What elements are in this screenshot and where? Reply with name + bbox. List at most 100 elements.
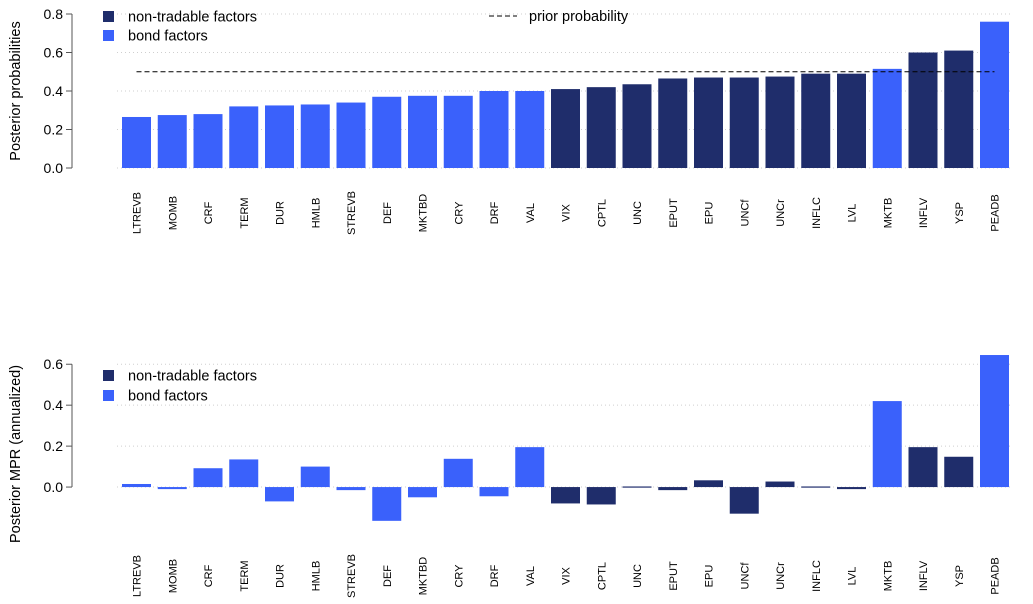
category-label: DEF <box>382 565 394 587</box>
bar-lvl <box>837 487 866 490</box>
y-tick-label: 0.8 <box>44 6 64 22</box>
bar-momb <box>157 487 187 490</box>
bar-cry <box>443 458 473 488</box>
bar-peadb <box>980 21 1009 169</box>
bar-vix <box>551 89 580 168</box>
category-label: EPUT <box>668 561 680 591</box>
category-label: STREVB <box>346 191 358 235</box>
category-label: LVL <box>847 567 859 586</box>
category-label: PEADB <box>990 557 1002 594</box>
legend-swatch-non_tradable <box>103 11 114 22</box>
bar-hmlb <box>300 466 330 488</box>
y-tick-label: 0.0 <box>44 479 64 495</box>
bar-drf <box>479 91 509 168</box>
bar-cry <box>443 95 473 168</box>
y-tick-label: 0.6 <box>44 45 64 61</box>
category-label: CPTL <box>596 562 608 590</box>
category-label: CRF <box>203 564 215 587</box>
category-label: EPU <box>704 202 716 225</box>
category-label: VAL <box>525 203 537 223</box>
category-label: LTREVB <box>132 555 144 597</box>
category-label: UNCr <box>775 562 787 590</box>
bar-hmlb <box>300 104 330 168</box>
category-label: HMLB <box>310 198 322 229</box>
category-label: CPTL <box>596 199 608 227</box>
category-label: CRF <box>203 201 215 224</box>
bar-crf <box>193 114 223 168</box>
bar-epu <box>694 77 723 168</box>
bar-ltrevb <box>122 116 151 168</box>
bar-uncr <box>765 481 795 488</box>
category-label: YSP <box>954 202 966 224</box>
category-label: MOMB <box>167 196 179 230</box>
bar-ltrevb <box>122 483 151 488</box>
bar-def <box>372 96 402 168</box>
bar-def <box>372 487 402 521</box>
bar-unc <box>622 84 652 168</box>
category-label: INFLC <box>811 560 823 592</box>
category-label: TERM <box>239 197 251 228</box>
bar-vix <box>551 487 580 504</box>
category-label: MKTB <box>882 198 894 229</box>
category-label: TERM <box>239 560 251 591</box>
bar-crf <box>193 468 223 488</box>
bar-eput <box>658 487 688 491</box>
category-label: INFLC <box>811 197 823 229</box>
category-label: CRY <box>453 201 465 225</box>
y-axis-title: Posterior MPR (annualized) <box>8 365 24 543</box>
bar-momb <box>157 115 187 168</box>
bar-strevb <box>336 487 366 491</box>
category-label: CRY <box>453 564 465 588</box>
bar-inflc <box>801 73 831 168</box>
category-label: MKTBD <box>418 194 430 233</box>
category-label: UNC <box>632 564 644 588</box>
bar-peadb <box>980 355 1009 488</box>
category-label: UNCf <box>739 562 751 590</box>
category-label: UNCf <box>739 199 751 227</box>
probabilities-panel: 0.0 0.2 0.4 0.6 0.8 Posterior probabilities LT… <box>8 6 1013 235</box>
category-label: DUR <box>275 564 287 588</box>
bar-cptl <box>586 487 616 505</box>
category-label: UNC <box>632 201 644 225</box>
y-tick-label: 0.2 <box>44 122 64 138</box>
bar-inflv <box>908 52 938 168</box>
bar-mktb <box>872 401 902 488</box>
y-tick-label: 0.4 <box>44 83 64 99</box>
legend-label: bond factors <box>128 389 208 405</box>
category-label: PEADB <box>990 194 1002 231</box>
bar-drf <box>479 487 509 497</box>
category-label: MOMB <box>167 559 179 593</box>
category-label: VIX <box>561 203 573 221</box>
category-label: MKTBD <box>418 557 430 596</box>
bar-mktbd <box>408 487 437 498</box>
legend-swatch-non_tradable <box>103 370 114 381</box>
category-label: YSP <box>954 565 966 587</box>
category-label: MKTB <box>882 561 894 592</box>
bar-dur <box>265 105 294 168</box>
legend-prior-label: prior probability <box>529 9 629 25</box>
category-label: HMLB <box>310 561 322 592</box>
bar-eput <box>658 78 688 168</box>
y-tick-label: 0.0 <box>44 160 64 176</box>
category-label: DRF <box>489 564 501 587</box>
bar-term <box>229 106 259 168</box>
bar-strevb <box>336 102 366 168</box>
mpr-panel: 0.0 0.2 0.4 0.6 Posterior MPR (annualized) LT… <box>8 355 1013 598</box>
bar-ysp <box>944 456 974 488</box>
bar-mktbd <box>408 95 437 168</box>
category-label: DRF <box>489 201 501 224</box>
bar-mktb <box>872 68 902 168</box>
category-label: EPU <box>704 565 716 588</box>
category-label: INFLV <box>918 560 930 591</box>
category-label: VAL <box>525 566 537 586</box>
y-tick-label: 0.6 <box>44 356 64 372</box>
legend-label: non-tradable factors <box>128 10 257 26</box>
bar-term <box>229 459 259 488</box>
bar-uncr <box>765 76 795 168</box>
y-tick-label: 0.4 <box>44 397 64 413</box>
category-label: LVL <box>847 204 859 223</box>
category-label: INFLV <box>918 197 930 228</box>
bar-inflv <box>908 447 938 488</box>
category-label: VIX <box>561 566 573 584</box>
